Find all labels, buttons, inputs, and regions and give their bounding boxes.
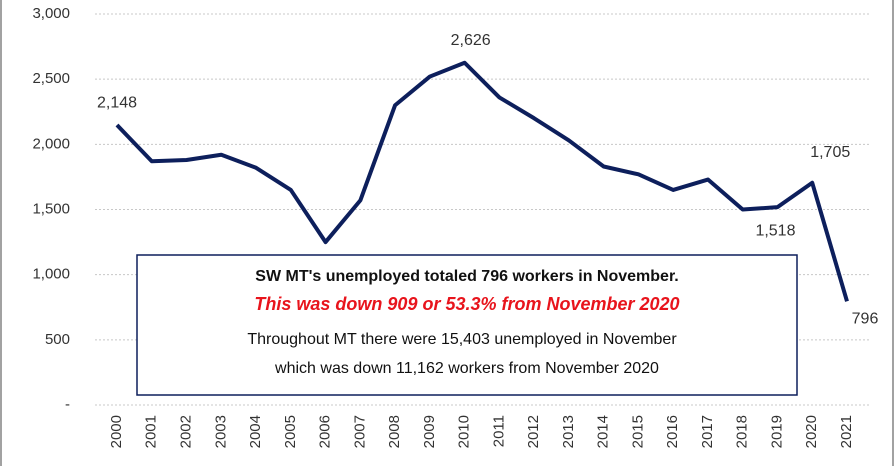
value-label: 2,626 xyxy=(451,32,491,49)
x-tick-label: 2000 xyxy=(108,415,125,448)
x-tick-label: 2005 xyxy=(282,415,299,448)
x-tick-label: 2003 xyxy=(212,415,229,448)
value-label: 796 xyxy=(852,310,879,327)
x-tick-label: 2007 xyxy=(351,415,368,448)
x-tick-label: 2017 xyxy=(699,415,716,448)
x-tick-label: 2002 xyxy=(177,415,194,448)
x-tick-label: 2010 xyxy=(456,415,473,448)
annotation: This was down 909 or 53.3% from November… xyxy=(254,294,679,314)
annotation-box xyxy=(136,254,798,396)
y-tick-label: 2,500 xyxy=(32,70,70,87)
x-tick-label: 2008 xyxy=(386,415,403,448)
x-tick-label: 2006 xyxy=(317,415,334,448)
y-tick-label: 3,000 xyxy=(32,5,70,22)
value-label: 1,518 xyxy=(755,222,795,239)
x-tick-label: 2012 xyxy=(525,415,542,448)
x-tick-label: 2018 xyxy=(734,415,751,448)
y-tick-label: 2,000 xyxy=(32,135,70,152)
x-tick-label: 2020 xyxy=(803,415,820,448)
value-label: 1,705 xyxy=(810,144,850,161)
annotation: SW MT's unemployed totaled 796 workers i… xyxy=(255,268,678,285)
y-tick-label: 1,000 xyxy=(32,266,70,283)
x-tick-label: 2015 xyxy=(629,415,646,448)
x-tick-label: 2004 xyxy=(247,415,264,448)
line xyxy=(115,60,849,302)
x-tick-label: 2014 xyxy=(595,415,612,448)
x-tick-label: 2019 xyxy=(768,415,785,448)
x-tick-label: 2016 xyxy=(664,415,681,448)
x-tick-label: 2011 xyxy=(490,415,507,447)
annotation: which was down 11,162 workers from Novem… xyxy=(274,360,659,377)
y-tick-label: 500 xyxy=(45,331,70,348)
annotation: Throughout MT there were 15,403 unemploy… xyxy=(247,331,677,348)
y-tick-label: - xyxy=(65,396,70,413)
x-tick-label: 2001 xyxy=(143,415,160,448)
y-tick-label: 1,500 xyxy=(32,200,70,217)
x-tick-label: 2021 xyxy=(838,415,855,448)
value-label: 2,148 xyxy=(97,94,137,111)
x-tick-label: 2009 xyxy=(421,415,438,448)
x-tick-label: 2013 xyxy=(560,415,577,448)
